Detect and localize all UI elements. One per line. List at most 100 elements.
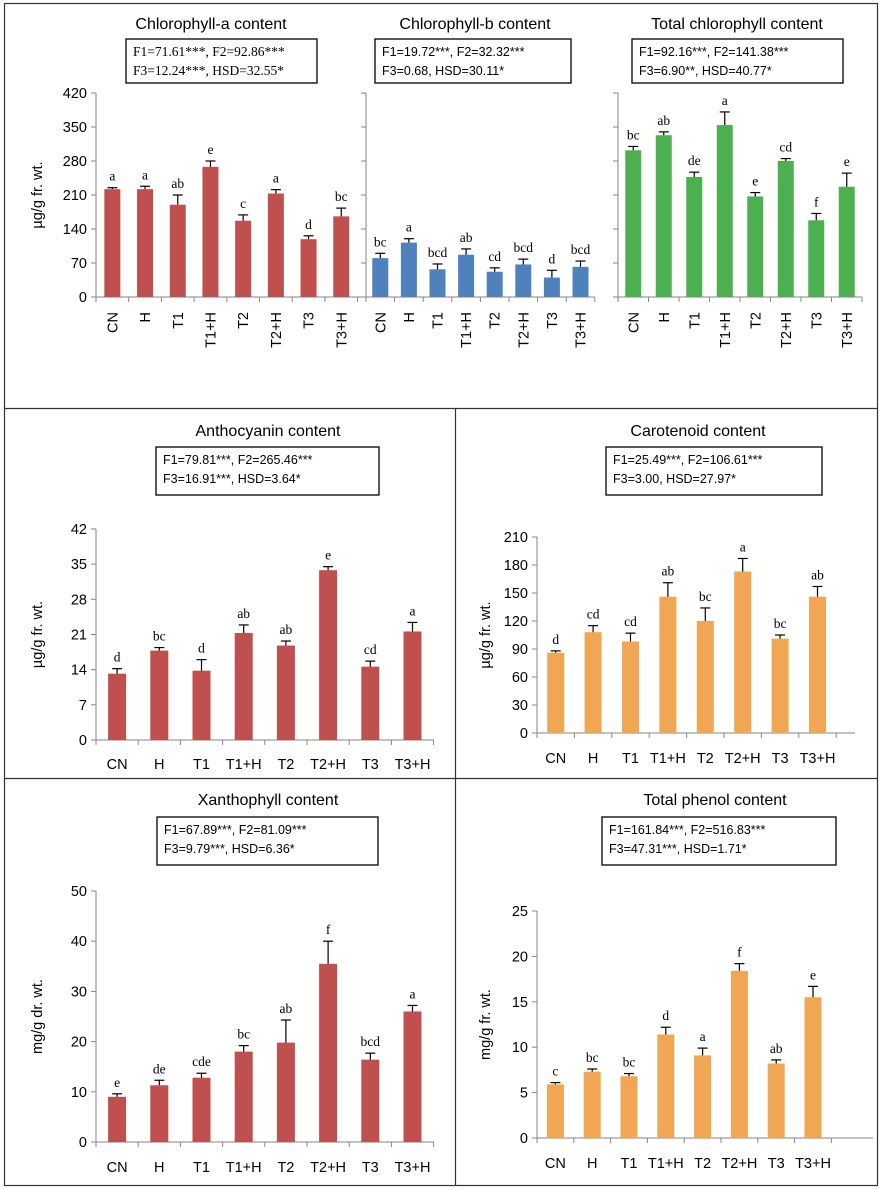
significance-letter: a [740,539,746,554]
x-tick-label: T2 [697,751,714,767]
bar-T2 [696,621,714,733]
chart-panel-6: Xanthophyll content F1=67.89***, F2=81.09… [30,792,435,1176]
stats-box [155,446,380,496]
x-tick-label: T3 [545,312,561,329]
y-tick-label: 60 [512,670,528,686]
significance-letter: bc [699,589,712,604]
x-tick-label: T3 [302,312,318,329]
x-tick-label: CN [626,312,642,333]
bar-T1 [192,670,211,740]
stats-box [125,38,318,84]
significance-letter: ab [770,1041,783,1056]
x-tick-label: T1 [171,312,187,329]
significance-letter: a [722,93,728,108]
stats-line-1: F1=25.49***, F2=106.61*** [613,453,763,467]
x-tick-label: T3 [768,1156,785,1172]
chart-title: Chlorophyll-b content [399,16,551,33]
bar-T3 [771,638,789,733]
significance-letter: cd [488,249,501,264]
bar-CN [104,189,121,297]
bar-T1+H [458,254,475,297]
x-tick-label: T2 [488,312,504,329]
stats-line-1: F1=67.89***, F2=81.09*** [164,823,307,837]
stats-line-1: F1=19.72***, F2=32.32*** [382,45,525,59]
significance-letter: ab [460,230,473,245]
x-tick-label: T1+H [226,1160,262,1176]
figure-frame [3,2,879,1187]
significance-letter: bc [153,629,166,644]
bar-T1 [192,1077,211,1142]
stats-line-1: F1=161.84***, F2=516.83*** [609,823,766,837]
significance-letter: a [142,167,148,182]
x-tick-label: T1 [193,757,210,773]
y-tick-label: 40 [71,934,87,950]
x-tick-label: H [154,1160,164,1176]
x-tick-label: T3 [362,1160,379,1176]
chart-title: Total phenol content [643,792,787,809]
significance-letter: de [688,153,701,168]
significance-letter: f [737,945,742,960]
y-tick-label: 420 [63,86,87,102]
significance-letter: d [549,251,556,266]
x-tick-label: T1+H [650,751,686,767]
y-tick-label: 50 [71,884,87,900]
stats-box [156,816,379,866]
stats-box [601,816,837,866]
x-tick-label: T2+H [779,312,795,348]
y-axis-label: µg/g fr. wt. [30,161,46,228]
y-tick-label: 0 [520,726,528,742]
bar-T1 [620,1076,638,1138]
bar-T3+H [838,186,855,297]
stats-line-2: F3=3.00, HSD=27.97* [613,472,736,486]
y-tick-label: 10 [512,1040,528,1056]
bar-T2+H [267,193,284,297]
stats-line-2: F3=0.68, HSD=30.11* [382,64,504,78]
significance-letter: e [810,967,816,982]
y-tick-label: 0 [520,1131,528,1147]
x-tick-label: T1+H [459,312,475,348]
chart-title: Xanthophyll content [198,792,339,809]
chart-panel-5: Carotenoid content F1=25.49***, F2=106.61… [478,423,855,767]
significance-letter: bc [623,1055,636,1070]
y-tick-label: 70 [71,256,87,272]
significance-letter: ab [237,606,250,621]
bar-H [655,135,672,297]
x-tick-label: T2+H [310,1160,346,1176]
stats-line-2: F3=16.91***, HSD=3.64* [163,472,301,486]
x-tick-label: T1 [193,1160,210,1176]
y-tick-label: 210 [63,188,87,204]
x-tick-label: T1+H [226,757,262,773]
significance-letter: bc [627,127,640,142]
x-tick-label: T3+H [795,1156,831,1172]
y-tick-label: 210 [504,530,528,546]
bar-T2+H [319,963,338,1142]
bar-T3 [767,1063,785,1138]
bar-CN [372,258,389,297]
y-tick-label: 21 [71,628,87,644]
y-tick-label: 180 [504,558,528,574]
x-tick-label: H [657,312,673,322]
bar-H [150,650,169,740]
significance-letter: bcd [571,242,591,257]
x-tick-label: T1 [621,1156,638,1172]
significance-letter: de [153,1061,166,1076]
bar-T1+H [716,125,733,297]
x-tick-label: H [154,757,164,773]
bar-T3+H [403,631,422,740]
significance-letter: ab [811,567,824,582]
significance-letter: cde [192,1054,211,1069]
y-tick-label: 35 [71,557,87,573]
bar-CN [546,1084,564,1138]
significance-letter: bc [586,1050,599,1065]
significance-letter: e [114,1075,120,1090]
bar-T2 [276,1042,295,1142]
chart-panel-4: Anthocyanin content F1=79.81***, F2=265.4… [30,423,435,773]
x-tick-label: CN [105,312,121,333]
bar-T2 [486,271,503,297]
x-tick-label: T2+H [725,751,761,767]
bar-T2 [235,220,252,297]
stats-line-1: F1=79.81***, F2=265.46*** [163,453,313,467]
y-tick-label: 90 [512,642,528,658]
bar-T3+H [333,216,350,297]
